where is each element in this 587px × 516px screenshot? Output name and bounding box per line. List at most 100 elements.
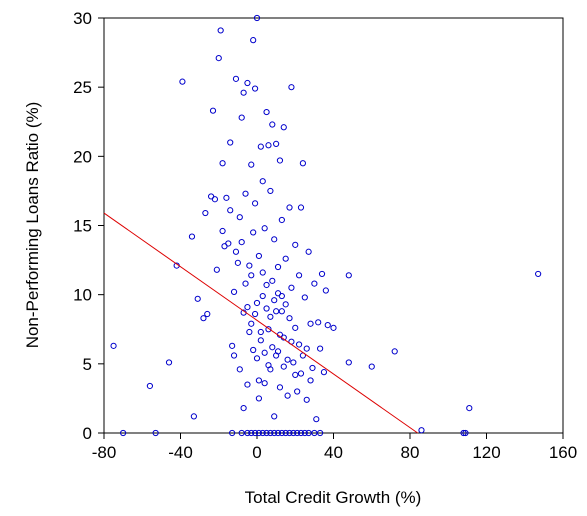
data-point — [152, 429, 159, 437]
data-point — [257, 328, 264, 336]
x-axis: -80 -40 0 40 80 120 160 — [92, 433, 577, 462]
data-point — [251, 85, 259, 92]
y-tick-label: 15 — [73, 217, 92, 236]
data-point — [251, 429, 259, 437]
data-point — [248, 429, 255, 437]
data-point — [278, 308, 285, 315]
data-point — [259, 292, 266, 300]
data-point — [292, 241, 299, 248]
data-point — [280, 124, 287, 131]
data-point — [259, 269, 266, 276]
data-point — [190, 413, 197, 420]
data-point — [295, 272, 303, 279]
data-point — [297, 429, 305, 437]
data-point — [269, 344, 276, 351]
data-point — [200, 315, 207, 322]
data-point — [179, 78, 186, 85]
plot-frame — [103, 17, 564, 434]
data-point — [248, 272, 255, 279]
data-point — [294, 429, 301, 437]
data-point — [313, 416, 320, 423]
data-point — [278, 429, 285, 437]
data-point — [209, 107, 217, 114]
data-point — [273, 308, 280, 315]
data-point — [274, 263, 282, 271]
data-point — [305, 429, 312, 437]
data-point — [282, 429, 289, 437]
data-point — [288, 84, 295, 91]
data-point — [204, 310, 211, 318]
data-point — [297, 204, 305, 211]
data-point — [280, 363, 287, 370]
data-point — [317, 345, 324, 352]
data-point — [267, 187, 274, 195]
data-point — [276, 384, 284, 391]
data-point — [229, 429, 236, 437]
data-point — [345, 272, 352, 279]
data-point — [230, 288, 238, 295]
data-point — [315, 319, 322, 326]
data-point — [282, 301, 289, 308]
data-point — [311, 280, 318, 287]
data-point — [242, 190, 249, 197]
y-tick-label: 25 — [73, 78, 92, 97]
data-point — [265, 326, 272, 333]
data-point — [322, 287, 329, 294]
data-point — [263, 305, 270, 312]
data-point — [253, 355, 261, 362]
data-point — [418, 427, 425, 434]
data-point — [271, 297, 278, 304]
data-point — [242, 280, 249, 287]
data-point — [253, 14, 261, 22]
data-point — [284, 356, 291, 363]
data-point — [320, 369, 328, 376]
data-point — [292, 324, 299, 331]
data-point — [286, 315, 293, 322]
data-point — [251, 200, 259, 207]
data-point — [267, 313, 274, 320]
data-point — [248, 161, 255, 168]
data-point — [259, 429, 266, 437]
data-point — [253, 299, 261, 307]
data-point — [535, 270, 542, 278]
data-point — [303, 396, 310, 403]
data-point — [271, 236, 278, 243]
data-point — [202, 209, 209, 217]
data-point — [146, 382, 153, 390]
data-point — [271, 429, 278, 437]
data-point — [301, 429, 308, 437]
data-point — [194, 295, 201, 302]
data-point — [288, 284, 295, 291]
data-point — [261, 225, 268, 232]
data-point — [276, 157, 284, 164]
data-point — [246, 262, 253, 269]
data-point — [269, 277, 276, 284]
data-point — [269, 121, 276, 128]
data-point — [265, 142, 272, 149]
data-point — [244, 429, 251, 437]
data-point — [230, 352, 238, 359]
y-tick-label: 20 — [73, 147, 92, 166]
data-point — [250, 37, 257, 44]
data-point — [273, 352, 280, 359]
data-point — [286, 429, 293, 437]
data-point — [303, 345, 310, 352]
data-point — [274, 290, 282, 297]
data-point — [284, 392, 291, 399]
x-tick-label: -80 — [92, 443, 117, 462]
data-point — [263, 281, 270, 289]
data-point — [368, 363, 375, 370]
data-point — [110, 342, 117, 349]
data-point — [165, 359, 173, 366]
data-point — [273, 140, 280, 147]
y-tick-label: 30 — [73, 9, 92, 28]
data-point — [234, 259, 241, 266]
data-point — [232, 248, 240, 255]
data-point — [255, 252, 263, 260]
data-point — [282, 255, 289, 262]
data-point — [305, 248, 312, 255]
data-point — [307, 377, 314, 384]
data-point — [250, 229, 257, 236]
data-point — [255, 377, 263, 384]
